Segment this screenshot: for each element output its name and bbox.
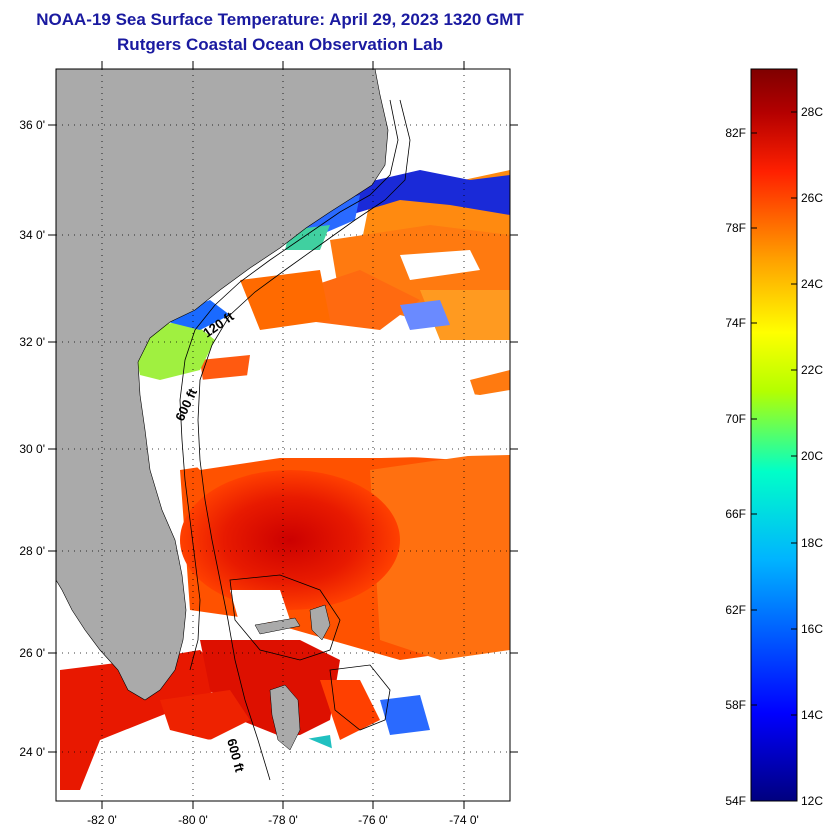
longitude-labels: -82 0' -80 0' -78 0' -76 0' -74 0'	[87, 813, 479, 827]
land-bahamas-andros	[269, 684, 301, 751]
temperature-colorbar: 82F 78F 74F 70F 66F 62F 58F 54F 28C 26C …	[725, 68, 823, 808]
lat-label-34: 34 0'	[19, 228, 45, 242]
sst-field	[60, 170, 510, 790]
colorbar-celsius-labels: 28C 26C 24C 22C 20C 18C 16C 14C 12C	[801, 105, 823, 808]
lon-label-80: -80 0'	[178, 813, 208, 827]
colorbar-label-66f: 66F	[725, 507, 746, 521]
lon-label-82: -82 0'	[87, 813, 117, 827]
lat-label-30: 30 0'	[19, 442, 45, 456]
colorbar-fahrenheit-labels: 82F 78F 74F 70F 66F 62F 58F 54F	[725, 126, 746, 808]
latitude-labels: 36 0' 34 0' 32 0' 30 0' 28 0' 26 0' 24 0…	[19, 118, 45, 759]
colorbar-label-28c: 28C	[801, 105, 823, 119]
colorbar-label-62f: 62F	[725, 603, 746, 617]
lat-label-32: 32 0'	[19, 335, 45, 349]
lat-label-24: 24 0'	[19, 745, 45, 759]
lon-label-74: -74 0'	[449, 813, 479, 827]
colorbar-label-54f: 54F	[725, 794, 746, 808]
depth-contours	[179, 99, 411, 781]
colorbar-label-16c: 16C	[801, 622, 823, 636]
map-title: NOAA-19 Sea Surface Temperature: April 2…	[36, 10, 524, 29]
colorbar-ticks	[751, 111, 797, 716]
colorbar-gradient	[750, 68, 798, 802]
colorbar-label-78f: 78F	[725, 221, 746, 235]
colorbar-label-12c: 12C	[801, 794, 823, 808]
colorbar-label-18c: 18C	[801, 536, 823, 550]
lat-label-26: 26 0'	[19, 646, 45, 660]
lon-label-76: -76 0'	[358, 813, 388, 827]
colorbar-label-20c: 20C	[801, 449, 823, 463]
land-grand-bahama	[254, 617, 301, 635]
lon-label-78: -78 0'	[268, 813, 298, 827]
colorbar-label-58f: 58F	[725, 698, 746, 712]
colorbar-label-74f: 74F	[725, 316, 746, 330]
lat-label-28: 28 0'	[19, 544, 45, 558]
sst-map: 120 ft 600 ft 600 ft	[56, 69, 510, 801]
colorbar-label-82f: 82F	[725, 126, 746, 140]
land-bahamas-abaco	[309, 604, 331, 641]
land-southeast-us	[56, 69, 389, 701]
colorbar-label-14c: 14C	[801, 708, 823, 722]
colorbar-label-22c: 22C	[801, 363, 823, 377]
graticule	[56, 69, 510, 801]
colorbar-label-26c: 26C	[801, 191, 823, 205]
lat-label-36: 36 0'	[19, 118, 45, 132]
map-subtitle: Rutgers Coastal Ocean Observation Lab	[117, 35, 443, 54]
colorbar-label-24c: 24C	[801, 277, 823, 291]
colorbar-label-70f: 70F	[725, 412, 746, 426]
axis-ticks	[48, 61, 518, 809]
